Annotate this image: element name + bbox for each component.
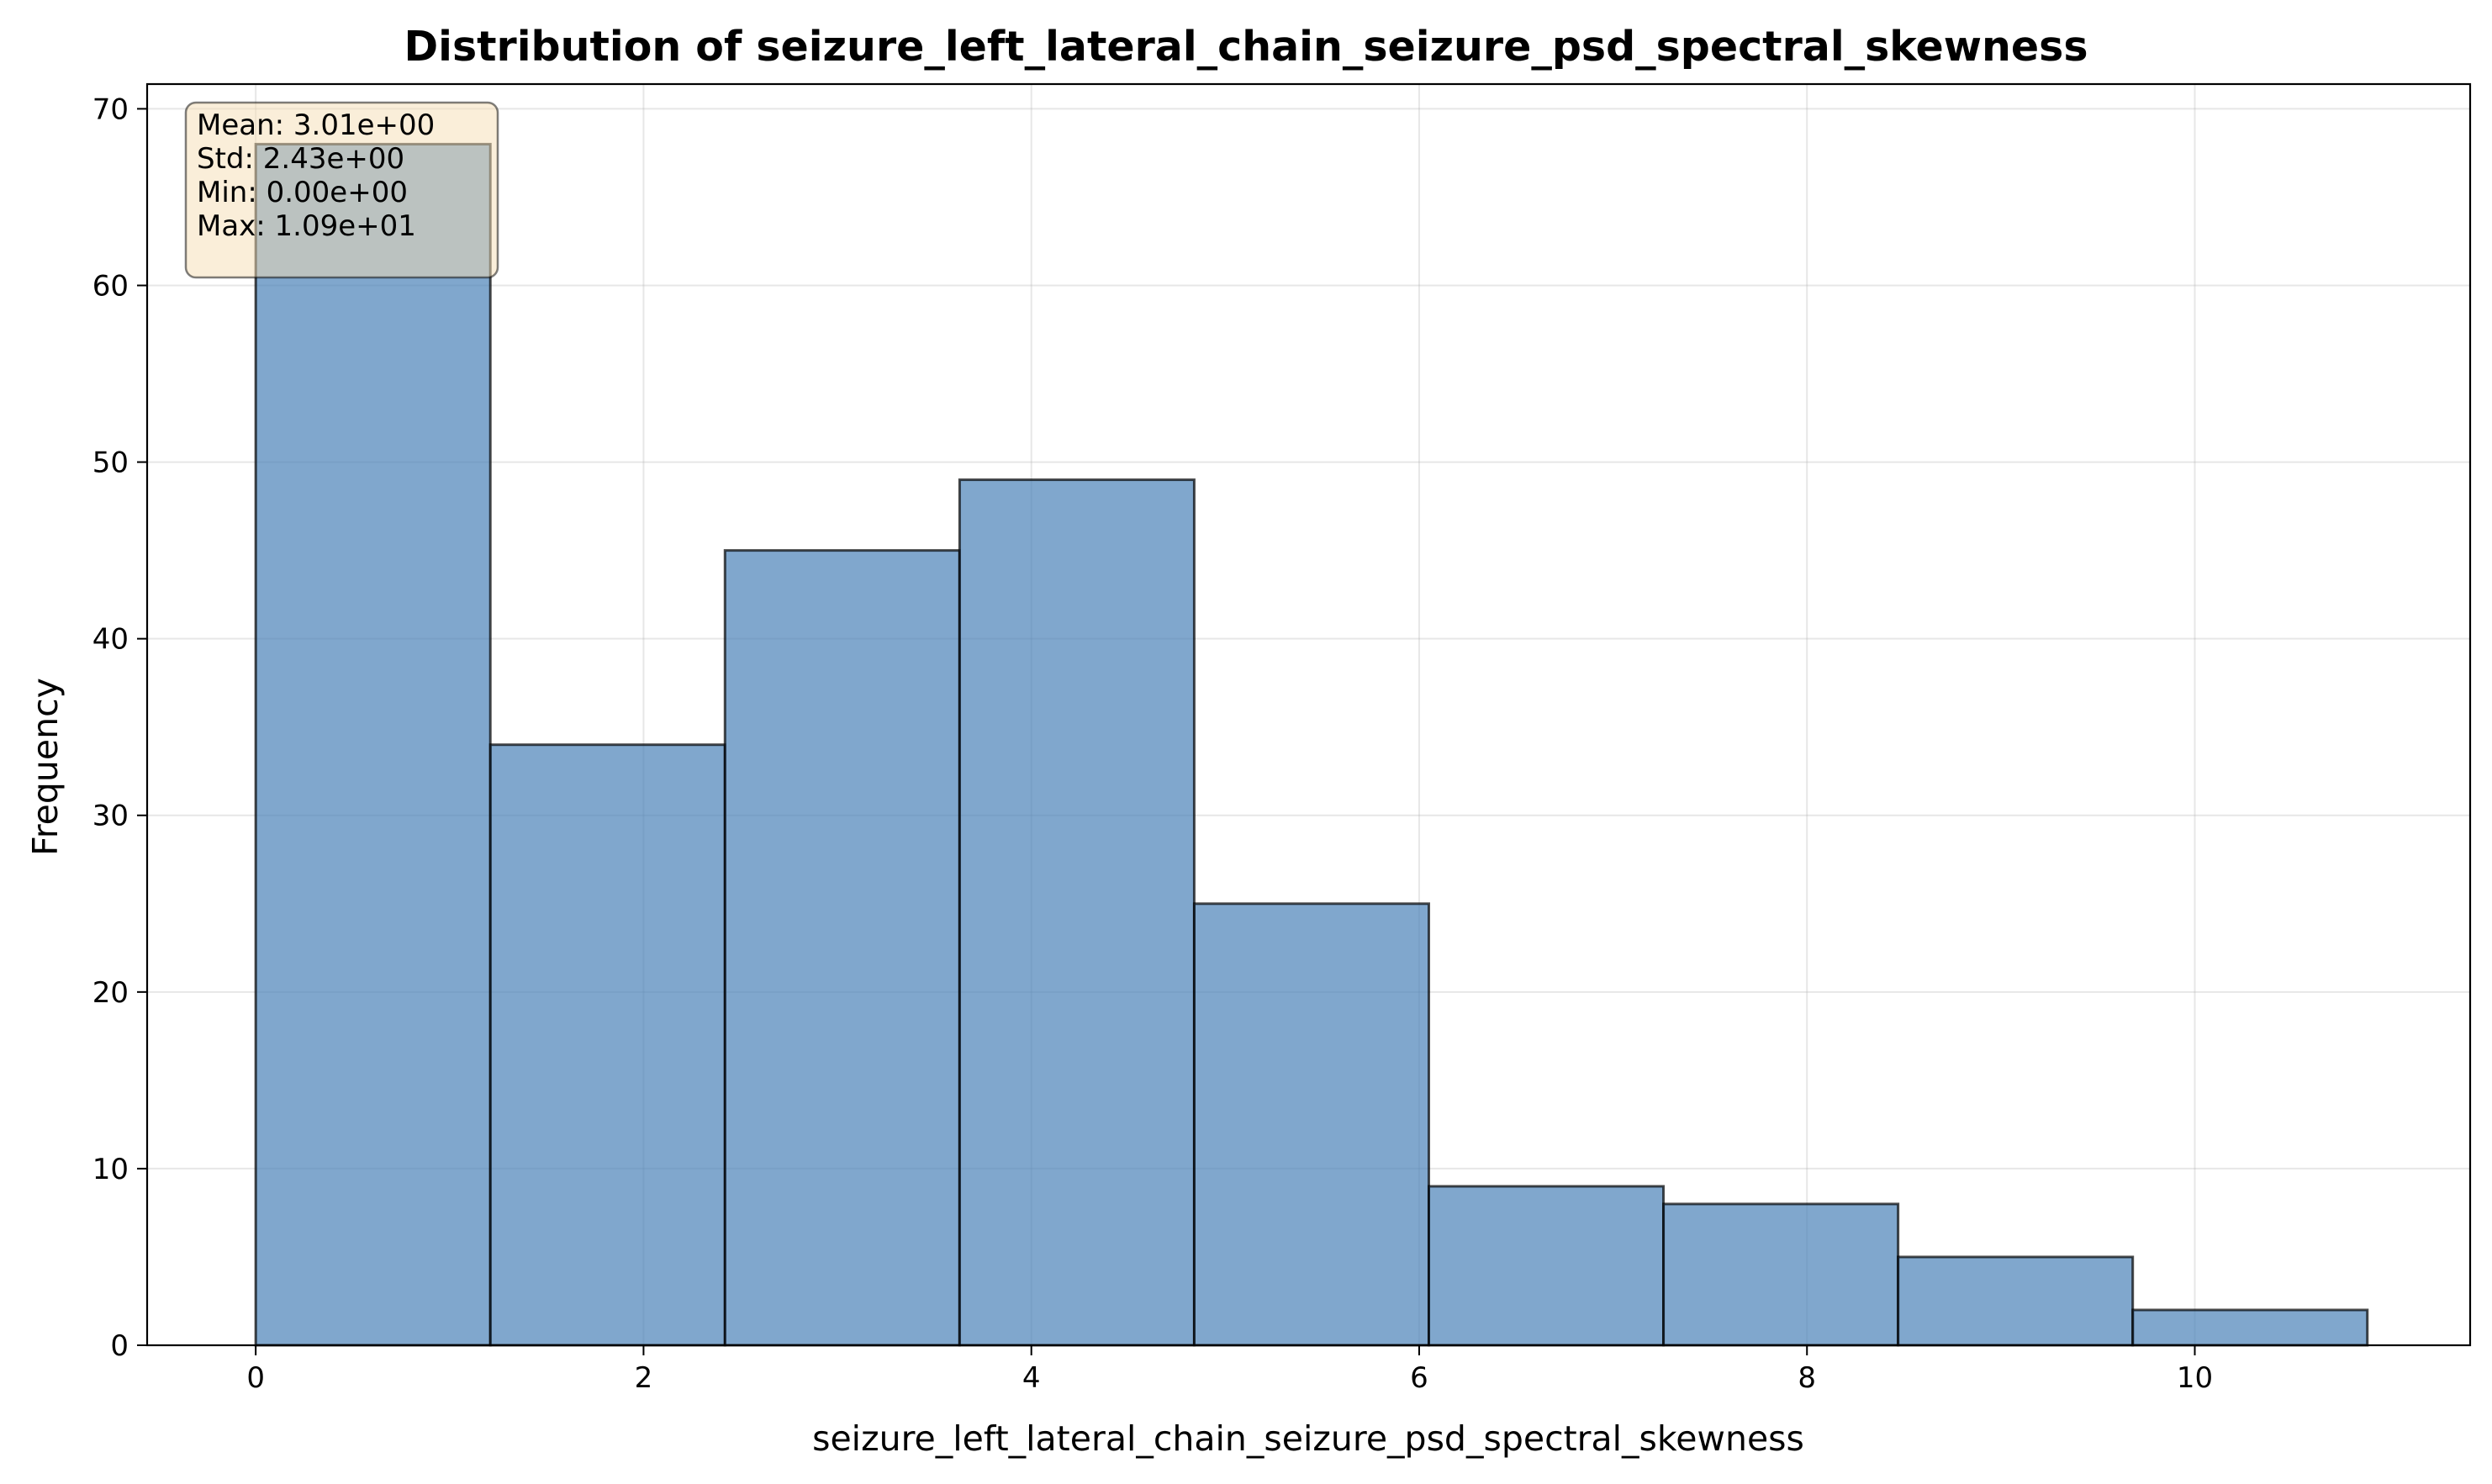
y-tick-label: 10 <box>92 1153 129 1186</box>
y-tick-label: 60 <box>92 269 129 303</box>
y-tick-label: 20 <box>92 976 129 1010</box>
x-tick-label: 10 <box>2177 1361 2213 1395</box>
histogram-bar-4 <box>958 478 1196 1347</box>
histogram-bar-2 <box>488 743 726 1347</box>
histogram-bar-7 <box>1662 1202 1900 1347</box>
x-tick-label: 2 <box>635 1361 653 1395</box>
stats-std: Std: 2.43e+00 <box>197 142 404 176</box>
x-axis-label: seizure_left_lateral_chain_seizure_psd_s… <box>812 1418 1804 1459</box>
histogram-bars <box>254 142 2369 1347</box>
histogram-bar-3 <box>723 549 961 1347</box>
y-tick-label: 0 <box>110 1329 129 1363</box>
histogram-bar-9 <box>2131 1308 2369 1347</box>
x-tick-label: 8 <box>1798 1361 1816 1395</box>
grid-lines <box>147 84 2470 1346</box>
y-tick-label: 70 <box>92 92 129 126</box>
x-tick-label: 4 <box>1022 1361 1041 1395</box>
y-axis-ticks: 0 10 20 30 40 50 60 70 <box>92 92 147 1363</box>
x-axis-ticks: 0 2 4 6 8 10 <box>246 1345 2213 1395</box>
stats-mean: Mean: 3.01e+00 <box>197 108 435 142</box>
histogram-bar-5 <box>1192 902 1430 1347</box>
stats-box-background <box>184 101 499 279</box>
histogram-bar-1 <box>254 142 492 1347</box>
stats-min: Min: 0.00e+00 <box>197 176 408 209</box>
stats-box: Mean: 3.01e+00 Std: 2.43e+00 Min: 0.00e+… <box>184 101 499 279</box>
stats-max: Max: 1.09e+01 <box>197 209 416 243</box>
plot-area-frame <box>145 82 2472 1347</box>
histogram-bar-6 <box>1427 1185 1666 1347</box>
y-axis-label: Frequency <box>25 678 66 856</box>
x-tick-label: 6 <box>1410 1361 1428 1395</box>
y-tick-label: 40 <box>92 623 129 657</box>
histogram-bar-8 <box>1897 1255 2135 1347</box>
y-tick-label: 30 <box>92 800 129 833</box>
chart-title: Distribution of seizure_left_lateral_cha… <box>404 23 2088 71</box>
y-tick-label: 50 <box>92 446 129 480</box>
x-tick-label: 0 <box>246 1361 265 1395</box>
